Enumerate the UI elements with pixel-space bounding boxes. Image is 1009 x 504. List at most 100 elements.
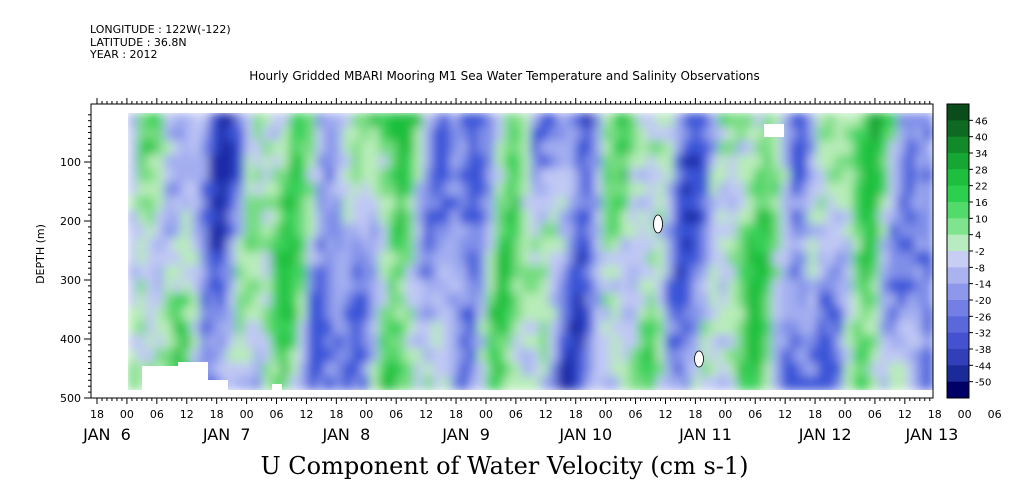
heatmap-cell — [879, 279, 889, 294]
heatmap-cell — [584, 140, 594, 156]
heatmap-cell — [432, 168, 442, 183]
heatmap-cell — [709, 237, 719, 253]
x-hour-label: 06 — [270, 408, 284, 421]
heatmap-cell — [378, 265, 388, 280]
heatmap-cell — [521, 196, 532, 211]
heatmap-cell — [575, 334, 585, 350]
heatmap-cell — [262, 293, 272, 308]
colorbar-label: -26 — [975, 312, 991, 323]
heatmap-cell — [145, 293, 156, 308]
heatmap-cell — [262, 237, 272, 253]
heatmap-cell — [691, 113, 702, 128]
heatmap-cell — [879, 140, 889, 156]
heatmap-cell — [414, 209, 424, 225]
heatmap-cell — [718, 140, 728, 156]
heatmap-cell — [825, 168, 836, 183]
heatmap-cell — [280, 362, 290, 377]
heatmap-cell — [208, 182, 219, 197]
heatmap-cell — [584, 209, 594, 225]
heatmap-cell — [163, 320, 174, 336]
heatmap-cell — [673, 279, 684, 294]
heatmap-cell — [432, 182, 442, 197]
heatmap-cell — [798, 113, 809, 128]
heatmap-cell — [530, 182, 541, 197]
heatmap-cell — [494, 362, 505, 377]
heatmap-cell — [727, 376, 737, 390]
heatmap-cell — [396, 223, 406, 239]
heatmap-cell — [199, 237, 210, 253]
heatmap-cell — [244, 279, 254, 294]
heatmap-cell — [503, 320, 514, 336]
heatmap-cell — [145, 251, 156, 266]
heatmap-cell — [754, 348, 764, 363]
heatmap-cell — [575, 196, 585, 211]
heatmap-cell — [405, 168, 415, 183]
heatmap-cell — [145, 237, 156, 253]
heatmap-cell — [897, 293, 907, 308]
heatmap-cell — [396, 237, 406, 253]
heatmap-cell — [646, 154, 657, 169]
heatmap-cell — [280, 334, 290, 350]
heatmap-cell — [333, 126, 344, 142]
heatmap-cell — [673, 182, 684, 197]
heatmap-cell — [521, 182, 532, 197]
heatmap-cell — [378, 126, 388, 142]
heatmap-cell — [611, 251, 621, 266]
heatmap-cell — [467, 237, 478, 253]
heatmap-cell — [396, 113, 406, 128]
heatmap-cell — [351, 306, 362, 322]
heatmap-cell — [915, 293, 925, 308]
heatmap-cell — [906, 362, 916, 377]
heatmap-cell — [271, 306, 281, 322]
heatmap-cell — [834, 168, 845, 183]
heatmap-cell — [190, 209, 201, 225]
heatmap-cell — [816, 376, 827, 390]
heatmap-cell — [843, 237, 854, 253]
heatmap-cell — [780, 320, 791, 336]
heatmap-cell — [807, 113, 818, 128]
heatmap-cell — [628, 237, 639, 253]
colorbar-swatch — [947, 365, 969, 383]
heatmap-cell — [289, 209, 299, 225]
heatmap-cell — [825, 182, 836, 197]
heatmap-cell — [360, 196, 371, 211]
heatmap-cell — [315, 293, 326, 308]
heatmap-cell — [181, 168, 192, 183]
heatmap-cell — [324, 168, 335, 183]
heatmap-cell — [333, 196, 344, 211]
heatmap-cell — [342, 306, 353, 322]
heatmap-cell — [128, 209, 138, 225]
heatmap-cell — [673, 265, 684, 280]
heatmap-cell — [280, 223, 290, 239]
heatmap-cell — [145, 113, 156, 128]
heatmap-cell — [611, 293, 621, 308]
heatmap-cell — [351, 126, 362, 142]
heatmap-cell — [280, 126, 290, 142]
heatmap-cell — [557, 113, 567, 128]
heatmap-cell — [396, 376, 406, 390]
heatmap-cell — [763, 154, 773, 169]
heatmap-cell — [485, 126, 496, 142]
heatmap-cell — [378, 223, 388, 239]
heatmap-cell — [324, 334, 335, 350]
heatmap-cell — [736, 348, 746, 363]
heatmap-cell — [280, 348, 290, 363]
heatmap-cell — [709, 362, 719, 377]
heatmap-cell — [289, 140, 299, 156]
heatmap-cell — [852, 126, 863, 142]
heatmap-cell — [244, 154, 254, 169]
heatmap-cell — [217, 306, 227, 322]
heatmap-cell — [235, 293, 245, 308]
heatmap-cell — [306, 196, 317, 211]
heatmap-cell — [351, 251, 362, 266]
heatmap-cell — [754, 113, 764, 128]
heatmap-cell — [682, 376, 693, 390]
heatmap-cell — [664, 320, 675, 336]
heatmap-cell — [253, 293, 263, 308]
heatmap-cell — [664, 126, 675, 142]
heatmap-cell — [190, 293, 201, 308]
heatmap-cell — [664, 140, 675, 156]
heatmap-cell — [646, 376, 657, 390]
heatmap-cell — [539, 182, 549, 197]
heatmap-cell — [924, 237, 933, 253]
